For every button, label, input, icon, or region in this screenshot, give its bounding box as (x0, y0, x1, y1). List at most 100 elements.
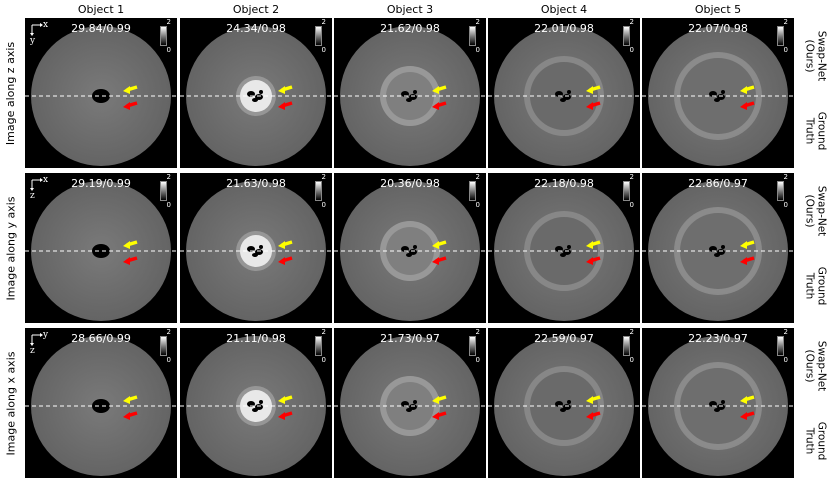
image-panel-r3-c2: 21.11/0.98 2 0 (180, 328, 332, 478)
axis-horizontal-label: x (43, 175, 49, 185)
colorbar (469, 181, 476, 201)
psnr-ssim-metric: 21.63/0.98 (226, 177, 286, 190)
ct-slice-image (642, 26, 794, 166)
axis-horizontal-label: x (43, 20, 49, 30)
colorbar-min-label: 0 (629, 201, 634, 209)
yellow-arrow-icon (278, 240, 293, 249)
colorbar-min-label: 0 (321, 46, 326, 54)
side-label-text: Ground Truth (803, 421, 827, 460)
row-label-2: Image along y axis (0, 173, 22, 323)
row-label-3: Image along x axis (0, 328, 22, 478)
colorbar-max-label: 2 (321, 173, 326, 181)
red-arrow-icon (740, 256, 755, 265)
psnr-ssim-metric: 24.34/0.98 (226, 22, 286, 35)
ct-slice-image (488, 181, 640, 321)
colorbar-min-label: 0 (629, 356, 634, 364)
void-blob (406, 98, 412, 102)
ct-slice-image (25, 181, 177, 321)
psnr-ssim-metric: 22.18/0.98 (534, 177, 594, 190)
image-panel-r2-c3: 20.36/0.98 2 0 (334, 173, 486, 323)
void-blob (406, 253, 412, 257)
colorbar-max-label: 2 (629, 18, 634, 26)
yellow-arrow-icon (432, 85, 447, 94)
yellow-arrow-icon (432, 395, 447, 404)
image-panel-r1-c5: 22.07/0.98 2 0 (642, 18, 794, 168)
ground-truth-label: Ground Truth (800, 403, 830, 478)
yellow-arrow-icon (740, 85, 755, 94)
red-arrow-icon (432, 256, 447, 265)
ct-slice-image (642, 181, 794, 321)
colorbar-max-label: 2 (783, 173, 788, 181)
void-blob (560, 98, 566, 102)
ct-slice-image (180, 26, 332, 166)
column-header-object-1: Object 1 (77, 3, 125, 16)
ct-slice-image (25, 336, 177, 476)
yellow-arrow-icon (740, 240, 755, 249)
row-label-1: Image along z axis (0, 18, 22, 168)
row-label-text: Image along z axis (4, 41, 18, 145)
void-blob (252, 98, 258, 102)
colorbar (315, 336, 322, 356)
void-blob (714, 408, 720, 412)
colorbar-min-label: 0 (166, 201, 171, 209)
colorbar-max-label: 2 (166, 18, 171, 26)
void-blob (714, 253, 720, 257)
red-arrow-icon (586, 256, 601, 265)
colorbar-min-label: 0 (475, 46, 480, 54)
colorbar-max-label: 2 (321, 18, 326, 26)
colorbar (160, 26, 167, 46)
side-label-text: Ground Truth (803, 111, 827, 150)
yellow-arrow-icon (586, 240, 601, 249)
colorbar-max-label: 2 (166, 173, 171, 181)
ct-slice-image (334, 26, 486, 166)
void-blob (721, 245, 725, 249)
colorbar (623, 26, 630, 46)
red-arrow-icon (278, 411, 293, 420)
image-panel-r2-c1: 29.19/0.99 2 0 x z (25, 173, 177, 323)
void-blob (259, 245, 263, 249)
side-label-text: Ground Truth (803, 266, 827, 305)
axis-vertical-label: z (30, 346, 35, 356)
ground-truth-label: Ground Truth (800, 93, 830, 168)
colorbar (777, 336, 784, 356)
psnr-ssim-metric: 22.01/0.98 (534, 22, 594, 35)
image-panel-r2-c5: 22.86/0.97 2 0 (642, 173, 794, 323)
void-blob (560, 253, 566, 257)
void-blob (413, 245, 417, 249)
ct-slice-image (488, 26, 640, 166)
void-blob (714, 98, 720, 102)
void-blob (252, 253, 258, 257)
void-blob (721, 400, 725, 404)
void-blob (92, 244, 110, 258)
void-blob (413, 90, 417, 94)
psnr-ssim-metric: 22.07/0.98 (688, 22, 748, 35)
yellow-arrow-icon (123, 240, 138, 249)
psnr-ssim-metric: 29.19/0.99 (71, 177, 131, 190)
colorbar (160, 181, 167, 201)
void-blob (252, 408, 258, 412)
void-blob (560, 408, 566, 412)
colorbar (315, 181, 322, 201)
colorbar-max-label: 2 (783, 18, 788, 26)
colorbar-max-label: 2 (629, 173, 634, 181)
red-arrow-icon (432, 411, 447, 420)
swap-net-label: Swap-Net (Ours) (800, 18, 830, 93)
yellow-arrow-icon (586, 395, 601, 404)
red-arrow-icon (278, 101, 293, 110)
image-panel-r3-c1: 28.66/0.99 2 0 y z (25, 328, 177, 478)
void-blob (567, 90, 571, 94)
colorbar (469, 26, 476, 46)
ground-truth-label: Ground Truth (800, 248, 830, 323)
void-blob (406, 408, 412, 412)
swap-net-label: Swap-Net (Ours) (800, 173, 830, 248)
colorbar (160, 336, 167, 356)
red-arrow-icon (740, 411, 755, 420)
colorbar-max-label: 2 (475, 328, 480, 336)
void-blob (92, 399, 110, 413)
psnr-ssim-metric: 21.62/0.98 (380, 22, 440, 35)
void-blob (259, 400, 263, 404)
colorbar-max-label: 2 (475, 18, 480, 26)
psnr-ssim-metric: 28.66/0.99 (71, 332, 131, 345)
